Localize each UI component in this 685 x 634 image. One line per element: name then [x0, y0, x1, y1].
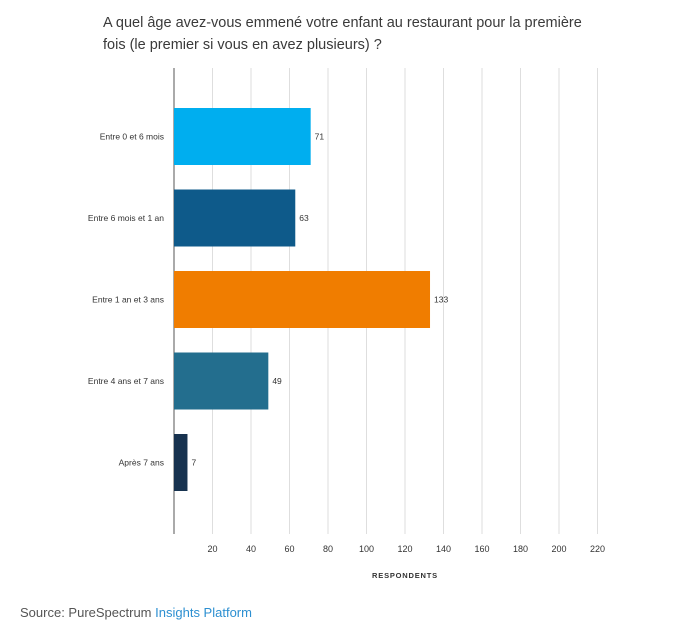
x-tick-label: 160: [474, 544, 489, 554]
question-line-2: fois (le premier si vous en avez plusieu…: [103, 37, 382, 53]
x-tick-label: 220: [590, 544, 605, 554]
category-label: Entre 6 mois et 1 an: [88, 213, 164, 223]
chart-question-title: A quel âge avez-vous emmené votre enfant…: [103, 12, 643, 56]
data-label: 71: [315, 132, 325, 142]
data-label: 133: [434, 295, 448, 305]
x-tick-label: 100: [359, 544, 374, 554]
data-label: 49: [272, 376, 282, 386]
bar-chart: Entre 0 et 6 mois 71 Entre 6 mois et 1 an 6…: [88, 68, 605, 580]
category-label: Entre 4 ans et 7 ans: [88, 376, 164, 386]
category-label: Entre 0 et 6 mois: [100, 132, 164, 142]
x-tick-label: 140: [436, 544, 451, 554]
x-tick-label: 20: [207, 544, 217, 554]
x-axis-label: RESPONDENTS: [372, 571, 438, 580]
source-link[interactable]: Insights Platform: [155, 605, 252, 620]
bar: [174, 108, 311, 165]
x-tick-label: 120: [397, 544, 412, 554]
category-label: Après 7 ans: [119, 458, 164, 468]
bar: [174, 352, 269, 410]
x-tick-label: 180: [513, 544, 528, 554]
bar: [174, 189, 296, 247]
bar: [174, 434, 188, 491]
data-label: 7: [191, 458, 196, 468]
x-tick-label: 40: [246, 544, 256, 554]
x-tick-label: 80: [323, 544, 333, 554]
x-tick-label: 60: [284, 544, 294, 554]
bar: [174, 271, 431, 328]
source-prefix: Source: PureSpectrum: [20, 605, 152, 620]
category-label: Entre 1 an et 3 ans: [92, 295, 164, 305]
question-line-1: A quel âge avez-vous emmené votre enfant…: [103, 15, 582, 31]
data-label: 63: [299, 213, 309, 223]
source-note: Source: PureSpectrum Insights Platform: [20, 605, 252, 620]
x-tick-label: 200: [551, 544, 566, 554]
